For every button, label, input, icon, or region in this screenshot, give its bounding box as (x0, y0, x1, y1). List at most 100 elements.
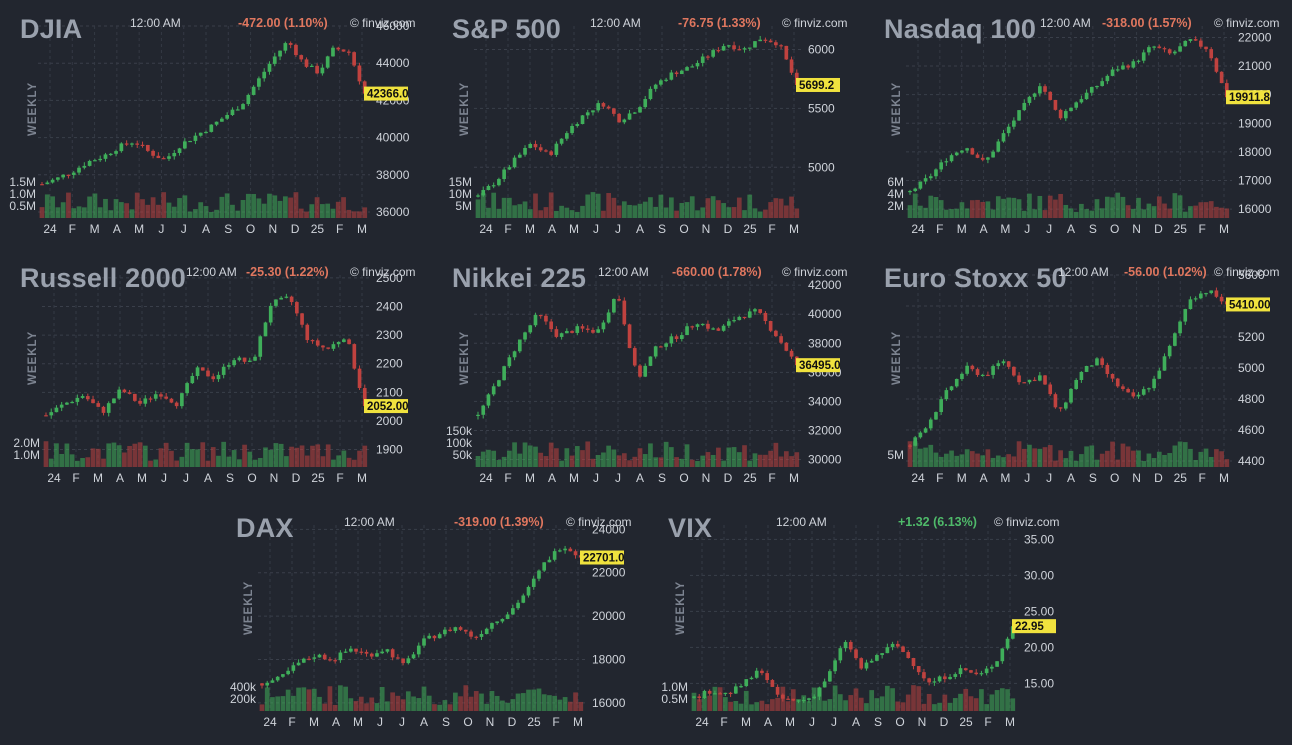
volume-bar (979, 689, 984, 711)
candle-body (225, 115, 230, 119)
chart-panel-russell2000[interactable]: Russell 2000 12:00 AM -25.30 (1.22%) © f… (10, 255, 430, 495)
finviz-credit[interactable]: © finviz.com (566, 515, 632, 529)
x-tick-label: M (1000, 222, 1010, 236)
volume-bar (562, 697, 568, 711)
chart-panel-nasdaq100[interactable]: Nasdaq 100 12:00 AM -318.00 (1.57%) © fi… (874, 6, 1292, 246)
volume-bar (926, 693, 932, 711)
volume-bar (1172, 193, 1178, 218)
candle-body (702, 690, 707, 699)
candle-body (944, 161, 949, 163)
finviz-credit[interactable]: © finviz.com (350, 16, 416, 30)
volume-bar (848, 695, 854, 711)
candle-body (517, 339, 522, 352)
x-tick-label: O (463, 715, 472, 729)
candle-body (692, 696, 696, 698)
candle-body (774, 330, 778, 337)
chart-time: 12:00 AM (1058, 265, 1109, 279)
candle-body (996, 363, 1001, 367)
volume-bar (515, 693, 521, 711)
chart-panel-vix[interactable]: VIX 12:00 AM +1.32 (6.13%) © finviz.com … (658, 505, 1078, 745)
volume-bar (669, 447, 674, 467)
x-tick-label: M (90, 222, 100, 236)
candle-body (695, 62, 700, 67)
volume-bar (548, 442, 554, 467)
volume-bar (182, 195, 188, 218)
candle-body (1032, 93, 1037, 97)
candle-body (346, 51, 351, 53)
volume-bar (601, 210, 606, 218)
chart-panel-djia[interactable]: DJIA 12:00 AM -472.00 (1.10%) © finviz.c… (9, 6, 430, 246)
y-tick-label: 2300 (376, 328, 403, 342)
candle-body (963, 668, 968, 671)
y-tick-label: 44000 (376, 56, 410, 70)
x-tick-label: J (593, 471, 599, 485)
candle-body (270, 680, 275, 683)
candle-body (331, 344, 336, 349)
candle-body (601, 322, 606, 330)
volume-bar (325, 203, 331, 218)
volume-bar (505, 702, 510, 711)
y-tick-label: 35.00 (1024, 532, 1054, 546)
y-tick-label: 2500 (376, 271, 403, 285)
candle-body (1069, 107, 1073, 112)
candle-body (143, 398, 148, 404)
candle-body (549, 321, 553, 330)
chart-panel-sp500[interactable]: S&P 500 12:00 AM -76.75 (1.33%) © finviz… (442, 6, 862, 246)
finviz-credit[interactable]: © finviz.com (782, 16, 848, 30)
volume-bar (653, 206, 659, 218)
x-tick-label: M (573, 715, 583, 729)
candle-body (343, 651, 348, 653)
volume-bar (289, 446, 294, 467)
candle-body (310, 340, 315, 342)
candle-body (713, 693, 717, 695)
candle-body (697, 696, 702, 699)
volume-bar (538, 452, 544, 467)
x-tick-label: O (1110, 222, 1119, 236)
candle-body (195, 367, 200, 376)
finviz-credit[interactable]: © finviz.com (1214, 265, 1280, 279)
x-tick-label: 24 (479, 222, 493, 236)
chart-panel-eurostoxx50[interactable]: Euro Stoxx 50 12:00 AM -56.00 (1.02%) © … (874, 255, 1292, 495)
candle-body (990, 666, 994, 669)
candle-body (357, 65, 362, 82)
finviz-credit[interactable]: © finviz.com (782, 265, 848, 279)
candle-body (427, 635, 432, 639)
x-tick-label: N (1132, 222, 1141, 236)
candle-body (286, 670, 290, 675)
candle-body (547, 559, 552, 563)
candle-body (151, 150, 155, 156)
volume-bar (969, 451, 975, 467)
candle-body (1193, 298, 1198, 300)
candle-body (296, 662, 301, 666)
x-tick-label: D (508, 715, 517, 729)
candle-body (627, 113, 632, 120)
last-price-label: 5410.00 (1229, 299, 1271, 311)
candle-body (1173, 333, 1177, 346)
x-tick-label: M (1219, 471, 1229, 485)
y-tick-label: 22000 (592, 566, 626, 580)
volume-bar (259, 704, 265, 711)
chart-panel-dax[interactable]: DAX 12:00 AM -319.00 (1.39%) © finviz.co… (226, 505, 646, 745)
volume-bar (496, 459, 502, 467)
candle-body (927, 678, 931, 683)
candle-body (1048, 384, 1053, 395)
candle-body (563, 548, 567, 551)
chart-panel-nikkei225[interactable]: Nikkei 225 12:00 AM -660.00 (1.78%) © fi… (442, 255, 862, 495)
candle-body (1147, 388, 1151, 390)
volume-bar (616, 455, 622, 467)
volume-bar (137, 442, 143, 467)
candle-body (570, 331, 574, 333)
volume-bar (911, 685, 916, 711)
candle-body (61, 174, 66, 178)
finviz-credit[interactable]: © finviz.com (1214, 16, 1280, 30)
candle-body (1105, 75, 1110, 82)
finviz-credit[interactable]: © finviz.com (350, 265, 416, 279)
candle-body (458, 627, 463, 630)
volume-bar (510, 699, 516, 711)
candle-body (817, 687, 822, 697)
volume-bar (696, 699, 702, 711)
x-tick-label: M (357, 222, 367, 236)
finviz-credit[interactable]: © finviz.com (994, 515, 1060, 529)
